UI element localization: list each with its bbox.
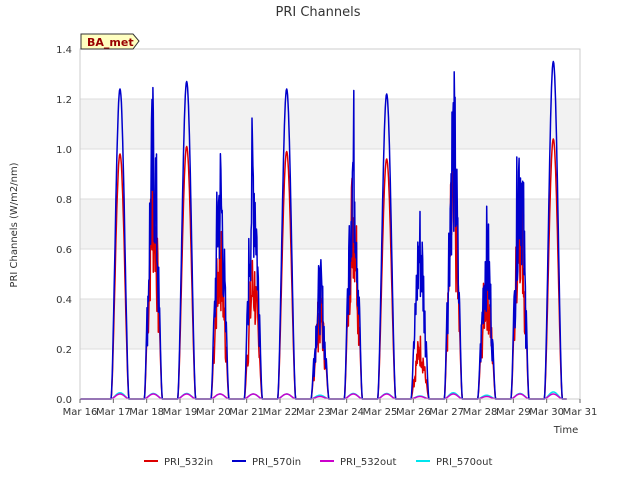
x-tick-label: Mar 21 bbox=[229, 407, 264, 418]
grid-band bbox=[80, 199, 580, 249]
x-tick-label: Mar 24 bbox=[329, 407, 364, 418]
x-tick-label: Mar 25 bbox=[363, 407, 398, 418]
y-tick-label: 0.8 bbox=[56, 195, 72, 206]
legend-label: PRI_532out bbox=[340, 457, 396, 468]
chart-title: PRI Channels bbox=[276, 5, 361, 20]
y-tick-label: 1.4 bbox=[56, 45, 72, 56]
grid-band bbox=[80, 349, 580, 399]
grid-band bbox=[80, 99, 580, 149]
y-tick-label: 0.2 bbox=[56, 345, 72, 356]
y-tick-label: 1.2 bbox=[56, 95, 72, 106]
background-bands bbox=[80, 48, 580, 400]
x-tick-label: Mar 20 bbox=[196, 407, 231, 418]
x-tick-label: Mar 17 bbox=[96, 407, 131, 418]
site-badge-label: BA_met bbox=[87, 36, 134, 49]
y-tick-label: 1.0 bbox=[56, 145, 72, 156]
x-tick-label: Mar 30 bbox=[529, 407, 564, 418]
x-tick-label: Mar 18 bbox=[129, 407, 164, 418]
y-tick-label: 0.6 bbox=[56, 245, 72, 256]
y-tick-label: 0.4 bbox=[56, 295, 72, 306]
legend-label: PRI_570in bbox=[252, 457, 301, 468]
site-badge: BA_met bbox=[80, 33, 140, 50]
legend-label: PRI_532in bbox=[164, 457, 213, 468]
legend: PRI_532in PRI_570in PRI_532out PRI_570out bbox=[144, 457, 492, 468]
x-tick-label: Mar 22 bbox=[263, 407, 298, 418]
x-tick-label: Mar 27 bbox=[429, 407, 464, 418]
y-axis-label: PRI Channels (W/m2/nm) bbox=[9, 162, 20, 287]
x-axis-label: Time bbox=[553, 425, 578, 436]
plot-frame bbox=[79, 48, 581, 400]
x-tick-label: Mar 26 bbox=[396, 407, 431, 418]
x-tick-label: Mar 28 bbox=[463, 407, 498, 418]
x-tick-label: Mar 19 bbox=[163, 407, 198, 418]
grid-band bbox=[80, 49, 580, 99]
grid-band bbox=[80, 249, 580, 299]
legend-label: PRI_570out bbox=[436, 457, 492, 468]
x-tick-label: Mar 31 bbox=[563, 407, 598, 418]
grid-band bbox=[80, 149, 580, 199]
grid-band bbox=[80, 299, 580, 349]
y-tick-label: 0.0 bbox=[56, 395, 72, 406]
x-tick-label: Mar 16 bbox=[63, 407, 98, 418]
x-tick-label: Mar 23 bbox=[296, 407, 331, 418]
x-tick-label: Mar 29 bbox=[496, 407, 531, 418]
